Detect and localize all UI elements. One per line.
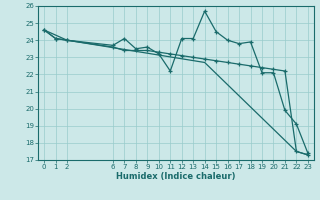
X-axis label: Humidex (Indice chaleur): Humidex (Indice chaleur) [116, 172, 236, 181]
